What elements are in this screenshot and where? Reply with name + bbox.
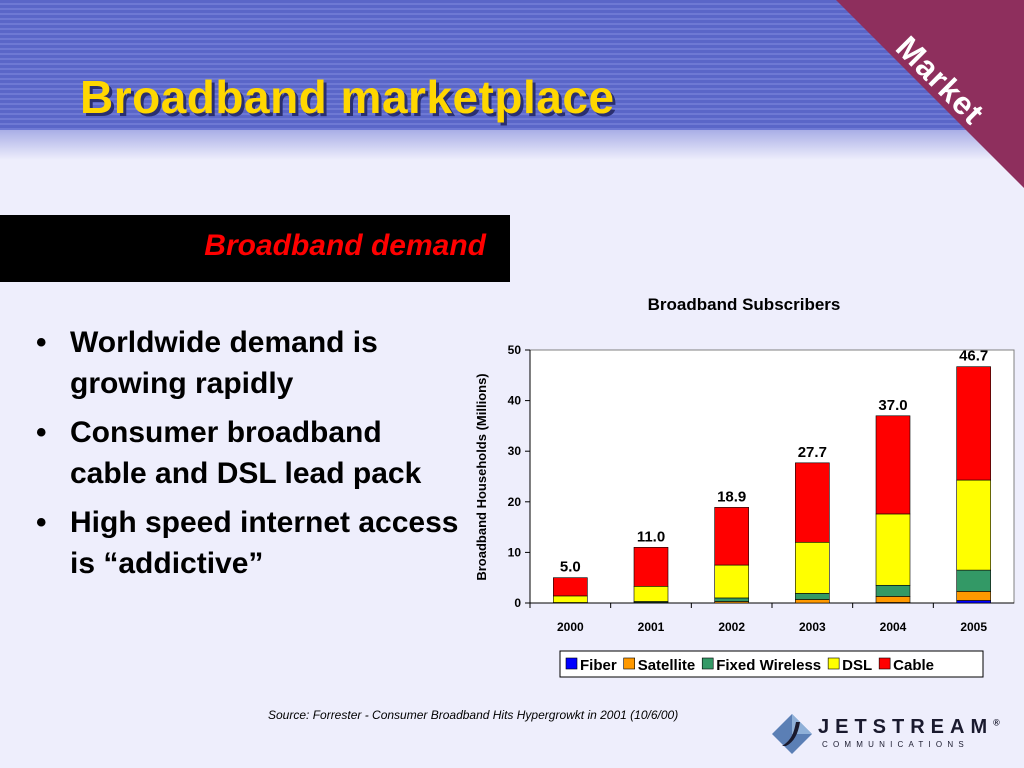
legend-label: Satellite [638, 657, 696, 674]
x-tick-label: 2004 [880, 620, 907, 634]
legend-swatch [701, 657, 714, 670]
bar-segment-satellite [956, 591, 991, 601]
bullet-item: High speed internet access is “addictive… [30, 502, 460, 584]
bar-segment-cable [553, 577, 588, 597]
bar-segment-satellite [795, 599, 830, 604]
y-tick-label: 0 [514, 596, 521, 610]
bar-segment-dsl [795, 541, 830, 594]
chart-title: Broadband Subscribers [648, 295, 841, 314]
corner-tab [836, 0, 1024, 188]
logo-tagline: COMMUNICATIONS [822, 740, 969, 749]
bar-segment-dsl [553, 595, 588, 603]
legend-label: DSL [842, 657, 872, 674]
legend-swatch [878, 657, 891, 670]
legend-label: Fixed Wireless [716, 657, 821, 674]
legend-swatch [565, 657, 578, 670]
jetstream-logo: JETSTREAM® COMMUNICATIONS [770, 712, 1010, 756]
y-tick-label: 30 [508, 444, 522, 458]
jetstream-logo-icon [772, 714, 812, 754]
bar-segment-fiber [956, 600, 991, 604]
bar-segment-fixed-wireless [795, 593, 830, 600]
bar-segment-cable [714, 507, 749, 566]
total-data-label: 27.7 [798, 444, 827, 461]
bullet-item: Worldwide demand is growing rapidly [30, 322, 460, 404]
bar-segment-dsl [633, 586, 669, 602]
bar-segment-fixed-wireless [714, 597, 749, 602]
x-tick-label: 2000 [557, 620, 584, 634]
chart-container: Broadband Subscribers Broadband Househol… [460, 285, 1024, 685]
section-banner: Broadband demand [0, 215, 510, 282]
bar-segment-dsl [956, 479, 991, 571]
slide-title: Broadband marketplace [80, 71, 615, 123]
legend-label: Fiber [580, 657, 617, 674]
bar-segment-cable [956, 366, 991, 481]
legend-swatch [623, 657, 635, 670]
legend-swatch [827, 657, 840, 670]
bar-segment-dsl [714, 564, 749, 599]
legend-label: Cable [893, 657, 934, 674]
x-tick-label: 2005 [960, 620, 987, 634]
bar-segment-fixed-wireless [956, 569, 991, 592]
bar-segment-fixed-wireless [875, 584, 911, 597]
broadband-subscribers-chart: Broadband Subscribers Broadband Househol… [474, 295, 1015, 678]
x-tick-label: 2002 [718, 620, 745, 634]
bar-segment-cable [633, 547, 669, 587]
total-data-label: 11.0 [637, 528, 665, 545]
logo-wordmark: JETSTREAM® [818, 716, 1000, 738]
bullet-list: Worldwide demand is growing rapidly Cons… [30, 322, 460, 592]
x-tick-label: 2001 [638, 620, 665, 634]
bar-segment-cable [875, 415, 911, 515]
bar-segment-cable [795, 462, 830, 543]
plot-area [529, 349, 1015, 604]
total-data-label: 5.0 [560, 559, 581, 576]
y-tick-label: 10 [508, 545, 522, 559]
y-axis-label: Broadband Households (Millions) [474, 373, 489, 580]
section-title: Broadband demand [204, 229, 486, 262]
total-data-label: 18.9 [717, 488, 746, 505]
source-note: Source: Forrester - Consumer Broadband H… [268, 708, 679, 722]
y-tick-label: 50 [508, 343, 522, 357]
x-tick-label: 2003 [799, 620, 826, 634]
y-tick-label: 20 [508, 495, 522, 509]
bullet-item: Consumer broadband cable and DSL lead pa… [30, 412, 460, 494]
bar-segment-satellite [875, 596, 911, 603]
y-tick-label: 40 [508, 394, 522, 408]
bar-segment-dsl [875, 513, 911, 586]
total-data-label: 37.0 [878, 397, 907, 414]
total-data-label: 46.7 [959, 348, 988, 365]
